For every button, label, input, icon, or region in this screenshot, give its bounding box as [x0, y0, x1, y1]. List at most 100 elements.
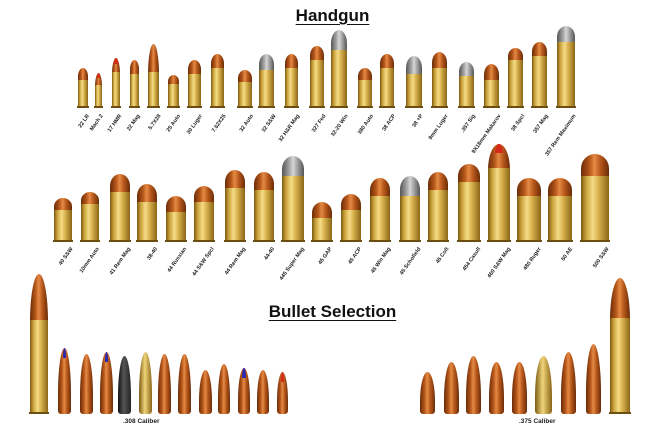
bullet: [81, 192, 99, 206]
cartridge-label: 45 Win Mag: [369, 246, 393, 275]
brass-case: [507, 60, 524, 108]
brass-case: [80, 204, 100, 242]
tip: [242, 368, 246, 378]
cartridge-r2-13: [427, 172, 449, 242]
bullet: [517, 178, 541, 198]
cartridge-label: 38 Spcl: [510, 113, 527, 133]
bullet-red-tip: [277, 372, 288, 414]
bullet: [194, 186, 214, 204]
cartridge-label: 38 ACP: [381, 113, 398, 133]
cartridge-label: 32-20 Win: [330, 113, 351, 138]
cartridge-label: 5.7X28: [147, 113, 163, 132]
brass-case: [109, 192, 131, 242]
cartridge-label: 10mm Auto: [79, 246, 102, 275]
brass-case: [253, 190, 275, 242]
brass-case: [609, 318, 631, 414]
brass-case: [167, 84, 180, 108]
cartridge-11: [309, 46, 325, 108]
brass-case: [357, 80, 373, 108]
bullet: [508, 48, 523, 62]
brass-case: [330, 50, 348, 108]
cartridge-7: [210, 54, 225, 108]
brass-case: [458, 76, 475, 108]
cartridge-r2-10: [340, 194, 362, 242]
bullet: [400, 176, 420, 198]
cartridge-r2-11: [369, 178, 391, 242]
cartridge-label: 41 Rem Mag: [108, 246, 133, 277]
handgun-title: Handgun: [295, 6, 370, 25]
brass-case: [483, 80, 500, 108]
bullet: [110, 174, 130, 194]
rifle-375-cartridge: [609, 278, 631, 414]
brass-case: [111, 72, 121, 108]
cartridge-r2-16: [516, 178, 542, 242]
bullet: [557, 26, 575, 44]
cartridge-15: [405, 56, 423, 108]
brass-case: [165, 212, 187, 242]
cartridge-label: 44 S&W Spcl: [191, 246, 217, 278]
cartridge-label: 22 Mag: [126, 113, 143, 133]
tip: [104, 352, 109, 362]
cartridge-label: 44 Russian: [166, 246, 189, 274]
cartridge-18: [483, 64, 500, 108]
bullet-black: [118, 356, 131, 414]
cartridge-label: 45 GAP: [317, 246, 335, 266]
red-tip: [97, 73, 100, 78]
bullet-copper: [420, 372, 435, 414]
cartridge-r2-18: [580, 154, 610, 242]
bullet-copper: [561, 352, 576, 414]
brass-case: [516, 196, 542, 242]
brass-case: [129, 74, 140, 108]
cartridge-6: [187, 60, 202, 108]
rifle-308-cartridge: [29, 274, 49, 414]
bullet: [168, 75, 179, 86]
bullet: [310, 46, 324, 62]
tip: [62, 348, 67, 358]
cartridge-1: [94, 73, 103, 108]
cartridge-label: 25 Auto: [165, 113, 183, 134]
brass-case: [224, 188, 246, 242]
cartridge-21: [556, 26, 576, 108]
cartridge-4: [147, 44, 160, 108]
cartridge-0: [77, 68, 89, 108]
bullet-copper: [80, 354, 93, 414]
bullet-copper: [586, 344, 601, 414]
brass-case: [29, 320, 49, 414]
cartridge-r2-7: [253, 172, 275, 242]
brass-case: [580, 176, 610, 242]
cartridge-label: 357 Mag: [532, 113, 551, 135]
cartridge-label: 357 Rem Maximum: [544, 113, 579, 158]
cartridge-label: 380 Auto: [356, 113, 376, 136]
brass-case: [379, 68, 395, 108]
bullet-copper: [257, 370, 269, 414]
bullet-copper: [444, 362, 459, 414]
bullet-copper: [512, 362, 527, 414]
cartridge-label: 32 H&R Mag: [277, 113, 302, 144]
cartridge-r2-0: [53, 198, 73, 242]
brass-case: [147, 72, 160, 108]
caliber-375-label: .375 Caliber: [519, 418, 556, 425]
bullet-blue-tip: [100, 352, 113, 414]
cartridge-14: [379, 54, 395, 108]
brass-case: [531, 56, 548, 108]
cartridge-5: [167, 75, 180, 108]
bullet-selection-title: Bullet Selection: [268, 302, 397, 321]
bullet: [459, 62, 474, 78]
bullet: [285, 54, 298, 70]
cartridge-r2-5: [193, 186, 215, 242]
cartridge-label: 454 Casull: [461, 246, 483, 273]
bullet: [30, 274, 48, 322]
cartridge-label: .357 Sig: [460, 113, 478, 134]
cartridge-17: [458, 62, 475, 108]
cartridge-label: 327 Fed: [310, 113, 328, 134]
bullet: [211, 54, 224, 70]
bullet: [341, 194, 361, 212]
bullet: [312, 202, 332, 220]
cartridge-16: [431, 52, 448, 108]
cartridge-3: [129, 60, 140, 108]
brass-case: [237, 82, 253, 108]
bullet-brass: [139, 352, 152, 414]
brass-case: [210, 68, 225, 108]
red-tip: [114, 58, 118, 64]
brass-case: [399, 196, 421, 242]
